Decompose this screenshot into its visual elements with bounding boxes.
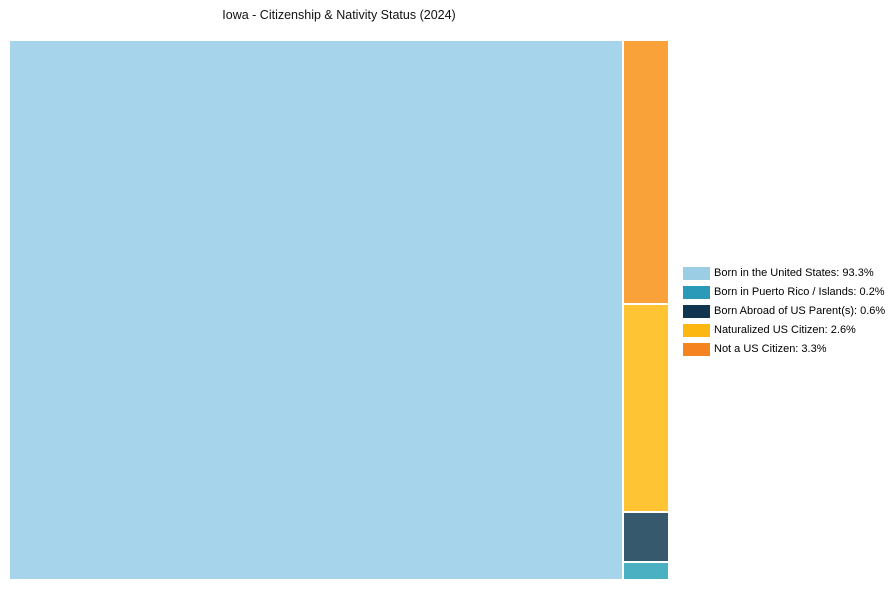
legend-item-naturalized[interactable]: Naturalized US Citizen: 2.6% (683, 324, 885, 337)
legend-swatch-icon (683, 286, 710, 299)
chart-title: Iowa - Citizenship & Nativity Status (20… (222, 8, 456, 22)
legend-item-born-abroad[interactable]: Born Abroad of US Parent(s): 0.6% (683, 305, 885, 318)
legend-label: Born Abroad of US Parent(s): 0.6% (714, 305, 886, 317)
treemap-plot (10, 41, 668, 579)
treemap-tile-puerto-rico[interactable] (624, 563, 668, 579)
legend-label: Born in Puerto Rico / Islands: 0.2% (714, 286, 885, 298)
legend-label: Born in the United States: 93.3% (714, 267, 874, 279)
legend-item-not-citizen[interactable]: Not a US Citizen: 3.3% (683, 343, 885, 356)
legend-swatch-icon (683, 324, 710, 337)
legend: Born in the United States: 93.3% Born in … (683, 267, 885, 356)
treemap-tile-naturalized[interactable] (624, 305, 668, 512)
legend-label: Not a US Citizen: 3.3% (714, 343, 827, 355)
legend-swatch-icon (683, 305, 710, 318)
legend-item-born-us[interactable]: Born in the United States: 93.3% (683, 267, 885, 280)
legend-swatch-icon (683, 343, 710, 356)
legend-item-puerto-rico[interactable]: Born in Puerto Rico / Islands: 0.2% (683, 286, 885, 299)
legend-swatch-icon (683, 267, 710, 280)
treemap-minor-column (624, 41, 668, 579)
treemap-tile-born-abroad[interactable] (624, 513, 668, 562)
treemap-tile-not-citizen[interactable] (624, 41, 668, 304)
treemap-tile-born-us[interactable] (10, 41, 623, 579)
legend-label: Naturalized US Citizen: 2.6% (714, 324, 856, 336)
